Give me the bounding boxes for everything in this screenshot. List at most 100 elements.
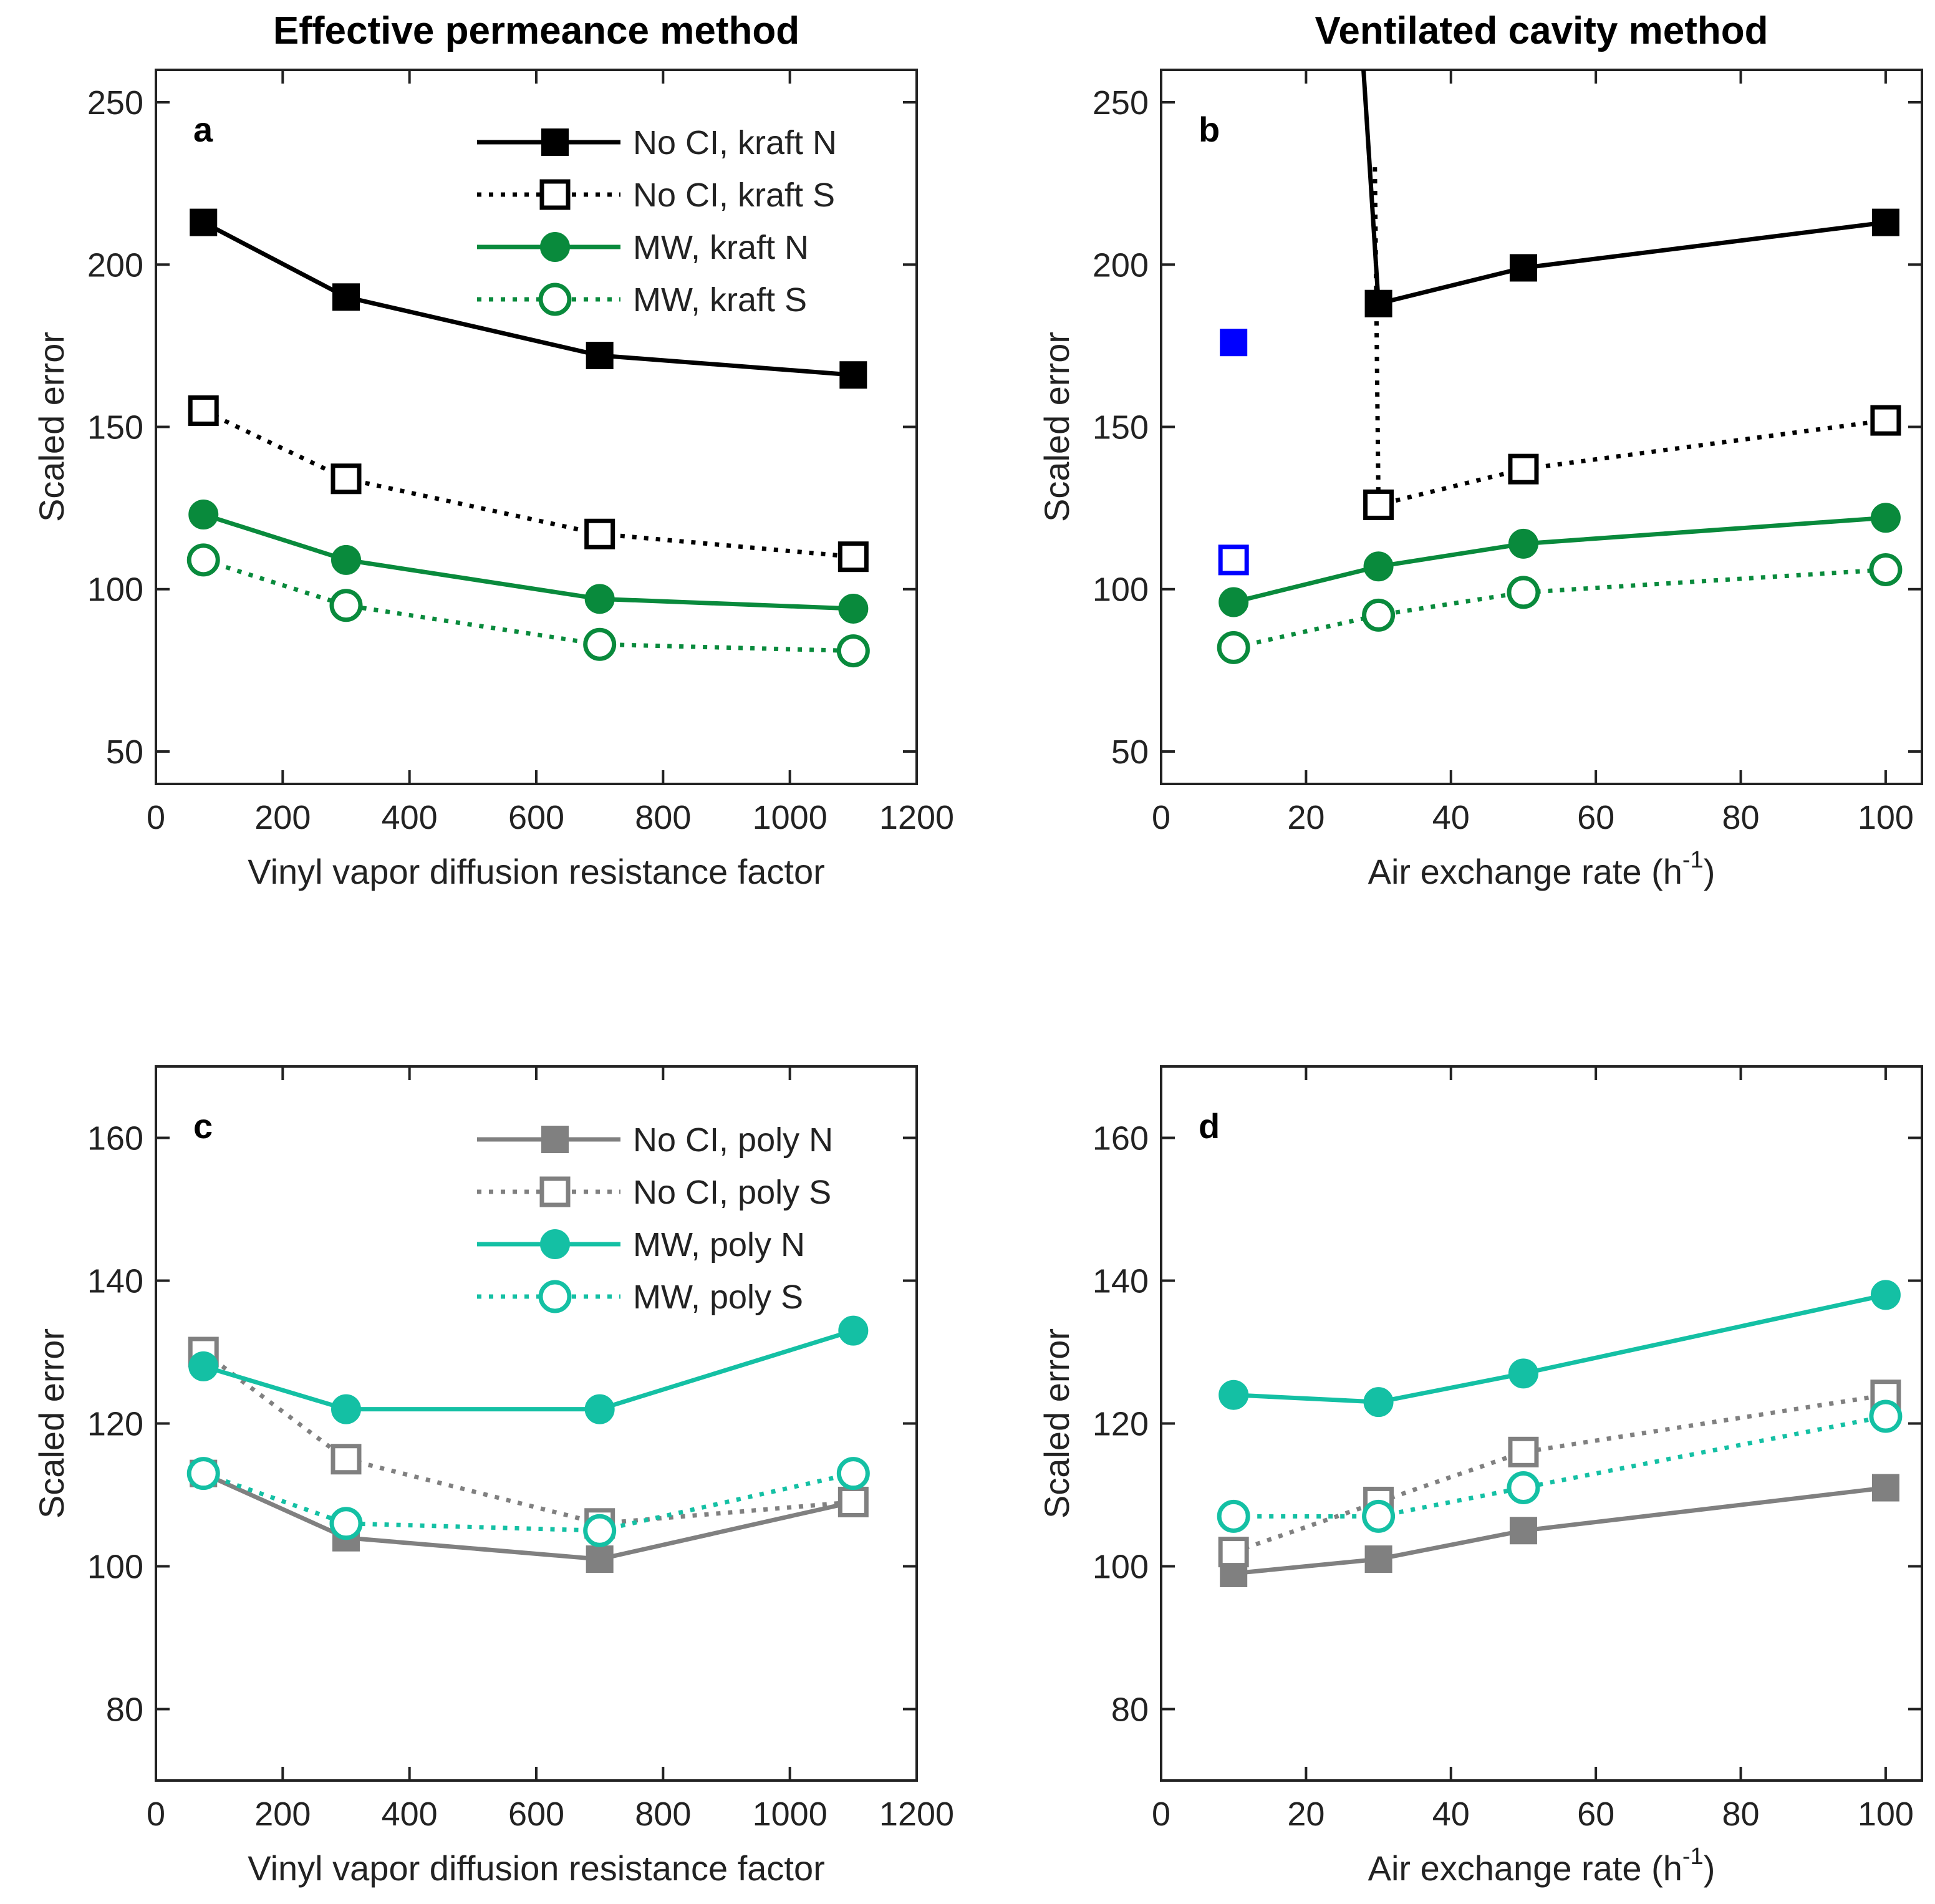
data-point bbox=[1364, 1545, 1392, 1573]
legend-marker bbox=[539, 1176, 571, 1207]
y-tick-label: 200 bbox=[87, 246, 143, 284]
panel-title: Effective permeance method bbox=[273, 9, 799, 52]
data-point bbox=[1217, 631, 1250, 664]
series-line bbox=[1233, 1292, 1886, 1404]
data-point bbox=[1871, 208, 1899, 236]
data-point bbox=[584, 518, 615, 549]
data-point bbox=[1363, 489, 1394, 520]
y-tick-label: 160 bbox=[1093, 1120, 1149, 1157]
x-tick-label: 0 bbox=[1152, 799, 1170, 836]
series-no-ci-kraft-n bbox=[190, 208, 867, 389]
x-tick-label: 0 bbox=[1152, 1795, 1170, 1833]
data-point bbox=[584, 1394, 615, 1424]
y-tick-label: 140 bbox=[1093, 1263, 1149, 1300]
legend-label: No CI, poly S bbox=[633, 1174, 831, 1211]
series-mw-poly-s bbox=[186, 1457, 870, 1547]
data-point bbox=[329, 1507, 363, 1540]
data-point bbox=[1220, 329, 1248, 357]
data-point bbox=[1508, 528, 1538, 559]
legend-item: No CI, kraft S bbox=[477, 176, 835, 214]
legend-item: No CI, poly S bbox=[477, 1174, 831, 1211]
y-tick-label: 150 bbox=[1093, 409, 1149, 447]
panel-letter: a bbox=[193, 110, 213, 149]
panel-c: 0 200 400 600 800 1000 1200 80 100 120 140 160 c Scal… bbox=[32, 1065, 954, 1888]
data-point bbox=[586, 342, 614, 369]
data-point bbox=[837, 1486, 869, 1517]
data-point bbox=[1507, 1471, 1540, 1505]
series-line bbox=[202, 408, 854, 559]
x-axis-label: Air exchange rate (h-1) bbox=[1368, 847, 1715, 891]
series-line bbox=[1233, 1393, 1886, 1554]
series-no-ci-kraft-s bbox=[1363, 167, 1901, 520]
series-no-ci-poly-s bbox=[1218, 1380, 1901, 1568]
panel-a: 0 200 400 600 800 1000 1200 50 100 150 200 250 Effec… bbox=[32, 9, 954, 891]
legend-marker bbox=[541, 1126, 569, 1153]
series-line bbox=[1233, 1486, 1886, 1576]
x-tick-label: 600 bbox=[508, 799, 564, 836]
series-no-ci-kraft-s bbox=[188, 395, 869, 573]
data-point bbox=[331, 1444, 362, 1475]
legend-marker bbox=[539, 179, 571, 210]
data-point bbox=[1218, 544, 1249, 576]
legend-item: No CI, kraft N bbox=[477, 124, 837, 162]
x-axis-label: Vinyl vapor diffusion resistance factor bbox=[248, 852, 825, 891]
x-tick-label: 20 bbox=[1287, 799, 1325, 836]
data-point bbox=[1508, 1358, 1538, 1389]
x-tick-label: 1000 bbox=[753, 1795, 828, 1833]
series-line bbox=[1373, 167, 1886, 507]
x-tick-label: 60 bbox=[1577, 1795, 1614, 1833]
series-mw-kraft-s bbox=[186, 543, 870, 668]
series-no-ci-kraft-n-10-h-1 bbox=[1220, 329, 1248, 357]
y-tick-label: 80 bbox=[1111, 1691, 1149, 1729]
data-point bbox=[1509, 254, 1537, 282]
y-tick-label: 150 bbox=[87, 409, 143, 447]
series-mw-poly-n bbox=[1218, 1280, 1901, 1418]
series-line bbox=[1233, 515, 1886, 604]
data-point bbox=[188, 500, 219, 530]
y-tick-label: 250 bbox=[87, 84, 143, 122]
y-tick-label: 50 bbox=[106, 733, 143, 771]
series-no-ci-kraft-n bbox=[1361, 70, 1899, 317]
y-tick-label: 50 bbox=[1111, 733, 1149, 771]
x-tick-label: 200 bbox=[254, 799, 311, 836]
data-point bbox=[1218, 1537, 1249, 1568]
series-mw-poly-n bbox=[188, 1315, 869, 1424]
x-tick-label: 600 bbox=[508, 1795, 564, 1833]
data-point bbox=[1217, 1499, 1250, 1533]
data-point bbox=[1218, 587, 1249, 617]
x-tick-label: 0 bbox=[147, 1795, 165, 1833]
plot-area bbox=[1217, 1280, 1903, 1587]
data-point bbox=[329, 589, 363, 622]
series-mw-kraft-n bbox=[1218, 503, 1901, 617]
panel-d: 0 20 40 60 80 100 80 100 120 140 160 d Scaled error A… bbox=[1037, 1065, 1923, 1888]
panel-b: 0 20 40 60 80 100 50 100 150 200 250 Ventilated cav… bbox=[1037, 9, 1923, 891]
x-tick-label: 400 bbox=[382, 799, 438, 836]
series-line bbox=[202, 1471, 854, 1562]
data-point bbox=[586, 1545, 614, 1573]
data-point bbox=[1508, 1436, 1539, 1467]
legend-item: MW, kraft N bbox=[477, 229, 809, 266]
data-point bbox=[1363, 551, 1394, 582]
series-line bbox=[203, 1471, 854, 1533]
series-no-ci-kraft-s-10-h-1 bbox=[1218, 544, 1249, 576]
series-line bbox=[203, 558, 854, 654]
x-tick-label: 0 bbox=[147, 799, 165, 836]
panel-title: Ventilated cavity method bbox=[1315, 9, 1769, 52]
legend-marker bbox=[541, 128, 569, 156]
legend: No CI, poly N No CI, poly S MW, poly N MW, … bbox=[477, 1121, 833, 1316]
data-point bbox=[190, 208, 218, 236]
x-tick-label: 200 bbox=[254, 1795, 311, 1833]
data-point bbox=[1871, 1474, 1899, 1502]
panel-letter: c bbox=[193, 1106, 213, 1146]
x-tick-label: 80 bbox=[1722, 1795, 1759, 1833]
x-tick-label: 80 bbox=[1722, 799, 1759, 836]
legend-item: No CI, poly N bbox=[477, 1121, 833, 1159]
data-point bbox=[837, 541, 869, 573]
data-point bbox=[1869, 1399, 1903, 1433]
x-tick-label: 800 bbox=[635, 799, 691, 836]
series-mw-kraft-s bbox=[1217, 553, 1903, 664]
data-point bbox=[584, 584, 615, 614]
legend-label: MW, poly S bbox=[633, 1278, 803, 1316]
data-point bbox=[1218, 1380, 1249, 1410]
data-point bbox=[186, 543, 220, 577]
